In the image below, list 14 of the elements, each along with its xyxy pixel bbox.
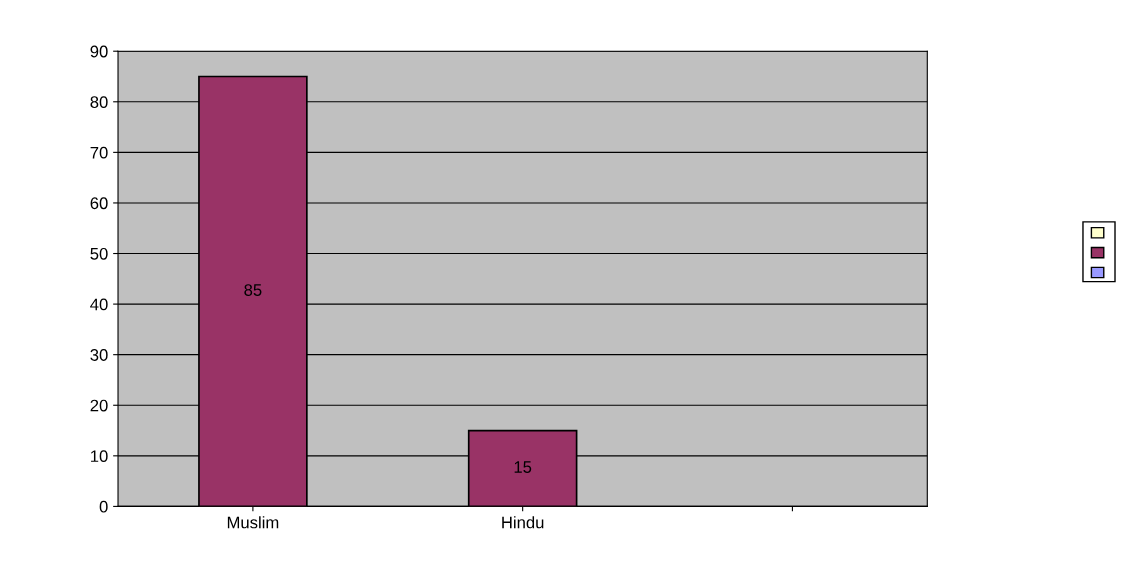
y-tick-label: 60 — [90, 197, 108, 210]
y-tick-label: 70 — [90, 146, 108, 159]
data-label: 15 — [514, 461, 532, 473]
y-tick-label: 0 — [99, 500, 108, 513]
y-tick-label: 80 — [90, 96, 108, 108]
y-tick-label: 10 — [91, 450, 108, 463]
x-tick-label: Muslim — [227, 516, 279, 529]
y-tick-label: 40 — [90, 298, 108, 311]
y-tick-label: 50 — [90, 247, 108, 260]
data-label: 85 — [244, 284, 262, 296]
y-tick-label: 20 — [90, 399, 108, 412]
y-tick-label: 90 — [90, 45, 108, 58]
y-tick-label: 30 — [90, 349, 108, 361]
x-tick-label: Hindu — [502, 516, 544, 529]
